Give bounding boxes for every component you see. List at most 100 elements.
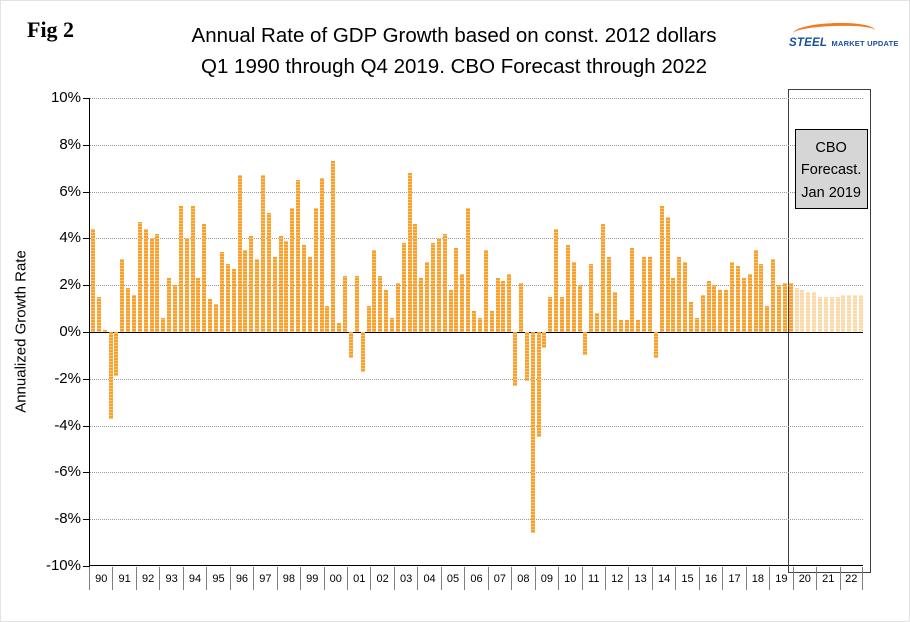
bar-quarter-79: [554, 229, 559, 332]
bar-quarter-40: [325, 306, 330, 332]
x-axis-label-21: 21: [816, 567, 839, 590]
y-tick: [83, 191, 90, 193]
bar-quarter-45: [354, 275, 359, 332]
y-axis-label-4pct: 4%: [59, 229, 81, 247]
x-axis-label-01: 01: [346, 567, 370, 590]
y-tick: [83, 144, 90, 146]
bar-quarter-122: [806, 292, 811, 332]
x-axis-label-02: 02: [370, 567, 393, 590]
bar-quarter-108: [724, 289, 729, 332]
x-axis-label-17: 17: [722, 567, 745, 590]
bar-quarter-23: [225, 264, 230, 332]
bar-quarter-80: [560, 296, 565, 332]
bar-quarter-10: [149, 238, 154, 332]
x-axis-label-95: 95: [206, 567, 229, 590]
bar-quarter-32: [278, 236, 283, 332]
bar-quarter-13: [167, 278, 172, 332]
bar-quarter-11: [155, 233, 160, 332]
bar-quarter-42: [337, 322, 342, 332]
bar-quarter-1: [96, 296, 101, 332]
y-tick: [83, 566, 90, 567]
x-axis-label-18: 18: [745, 567, 769, 590]
bar-quarter-50: [384, 289, 389, 332]
bar-quarter-88: [606, 257, 611, 332]
y-axis-label--8pct: -8%: [54, 510, 81, 528]
figure-label: Fig 2: [27, 17, 75, 42]
bar-quarter-131: [859, 294, 864, 332]
gridline--4pct: [90, 425, 863, 427]
y-axis-label--4pct: -4%: [54, 416, 81, 434]
x-axis-label-91: 91: [112, 567, 135, 590]
bar-quarter-73: [518, 282, 523, 332]
x-axis-label-05: 05: [440, 567, 464, 590]
bar-quarter-9: [143, 229, 148, 332]
bar-quarter-52: [395, 282, 400, 332]
bar-quarter-49: [378, 275, 383, 332]
gridline-2pct: [90, 285, 863, 287]
cbo-label-line1: CBO: [815, 140, 847, 156]
gridline-10pct: [90, 98, 863, 99]
bar-quarter-69: [495, 278, 500, 332]
bar-quarter-18: [196, 278, 201, 332]
bar-quarter-121: [800, 289, 805, 332]
x-axis-label-98: 98: [276, 567, 300, 590]
x-axis-label-03: 03: [393, 567, 417, 590]
bar-quarter-65: [472, 310, 477, 332]
x-axis-label-14: 14: [651, 567, 675, 590]
bar-quarter-66: [477, 317, 482, 332]
x-axis-label-04: 04: [417, 567, 440, 590]
bar-quarter-128: [841, 294, 846, 332]
bar-quarter-86: [595, 313, 600, 332]
bar-quarter-126: [829, 296, 834, 332]
y-tick: [83, 378, 90, 380]
y-tick: [83, 519, 90, 521]
bar-quarter-3: [108, 332, 113, 419]
x-axis-label-13: 13: [628, 567, 651, 590]
bar-quarter-113: [753, 250, 758, 332]
bar-quarter-59: [436, 238, 441, 332]
bar-quarter-104: [700, 294, 705, 332]
x-axis-label-96: 96: [229, 567, 253, 590]
bar-quarter-92: [630, 247, 635, 332]
x-axis-label-08: 08: [511, 567, 534, 590]
bar-quarter-70: [501, 280, 506, 332]
bar-quarter-62: [454, 247, 459, 332]
bar-quarter-22: [219, 252, 224, 332]
bar-quarter-36: [302, 245, 307, 332]
bar-quarter-63: [460, 273, 465, 332]
bar-quarter-87: [601, 224, 606, 332]
bar-quarter-54: [407, 172, 412, 332]
bar-quarter-99: [671, 278, 676, 332]
bar-quarter-111: [741, 278, 746, 332]
bar-quarter-101: [683, 261, 688, 332]
bar-quarter-39: [319, 177, 324, 332]
bar-quarter-37: [307, 257, 312, 332]
bar-quarter-68: [489, 310, 494, 332]
bar-quarter-110: [735, 266, 740, 332]
bar-quarter-75: [530, 332, 535, 534]
bar-quarter-19: [202, 224, 207, 332]
y-axis-label-10pct: 10%: [50, 89, 81, 106]
logo-rest-text: MARKET UPDATE: [831, 39, 899, 48]
bar-quarter-119: [788, 282, 793, 332]
bar-quarter-117: [776, 285, 781, 332]
bar-quarter-25: [237, 175, 242, 332]
bar-quarter-89: [612, 292, 617, 332]
bar-quarter-107: [718, 289, 723, 332]
bar-quarter-51: [389, 317, 394, 332]
bar-quarter-55: [413, 224, 418, 332]
bar-quarter-33: [284, 240, 289, 332]
bar-quarter-35: [296, 179, 301, 332]
y-axis-label--10pct: -10%: [45, 557, 81, 574]
bar-quarter-56: [419, 278, 424, 332]
bar-quarter-94: [642, 257, 647, 332]
bar-quarter-78: [548, 296, 553, 332]
bar-quarter-64: [466, 207, 471, 332]
bar-quarter-0: [90, 229, 95, 332]
cbo-label-line2: Forecast.: [800, 162, 862, 179]
y-tick: [83, 472, 90, 474]
x-axis-label-15: 15: [675, 567, 698, 590]
bar-quarter-12: [161, 317, 166, 332]
y-tick: [83, 425, 90, 427]
plot-area: CBO Forecast. Jan 2019: [83, 89, 871, 573]
